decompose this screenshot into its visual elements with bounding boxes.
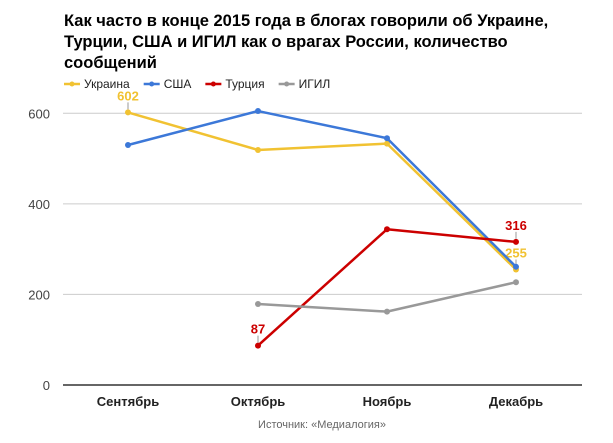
series-line-Турция: [257, 227, 517, 347]
data-label: 316: [505, 218, 527, 233]
x-tick-label: Ноябрь: [363, 394, 412, 409]
data-point: [255, 108, 261, 115]
data-point: [384, 308, 390, 315]
legend-label: ИГИЛ: [299, 77, 331, 91]
data-point: [255, 300, 261, 307]
x-tick-label: Декабрь: [489, 394, 543, 409]
x-tick-label: Сентябрь: [97, 394, 159, 409]
legend-marker: [210, 81, 216, 87]
y-tick-label: 600: [28, 106, 50, 121]
legend-marker: [284, 81, 290, 87]
legend-label: Украина: [84, 77, 130, 91]
legend-marker: [69, 81, 75, 87]
x-tick-label: Октябрь: [231, 394, 286, 409]
legend-label: Турция: [225, 77, 264, 91]
legend-marker: [149, 81, 155, 87]
data-label: 255: [505, 246, 527, 261]
chart-title: Как часто в конце 2015 года в блогах гов…: [64, 12, 549, 72]
source-note: Источник: «Медиалогия»: [258, 419, 386, 431]
data-label: 602: [117, 88, 139, 103]
y-tick-label: 200: [28, 287, 50, 302]
series-line-США: [127, 109, 517, 268]
legend-label: США: [164, 77, 192, 91]
series-line-ИГИЛ: [257, 280, 517, 313]
data-point: [125, 109, 131, 116]
data-point: [513, 279, 519, 286]
data-point: [513, 263, 519, 270]
data-point: [255, 146, 261, 153]
series-line-Украина: [127, 111, 517, 271]
data-point: [384, 135, 390, 142]
data-label: 87: [251, 322, 265, 337]
y-tick-label: 400: [28, 197, 50, 212]
data-point: [513, 238, 519, 245]
data-point: [384, 140, 390, 147]
data-point: [125, 141, 131, 148]
data-point: [384, 226, 390, 233]
data-point: [255, 342, 261, 349]
y-tick-label: 0: [43, 378, 50, 393]
